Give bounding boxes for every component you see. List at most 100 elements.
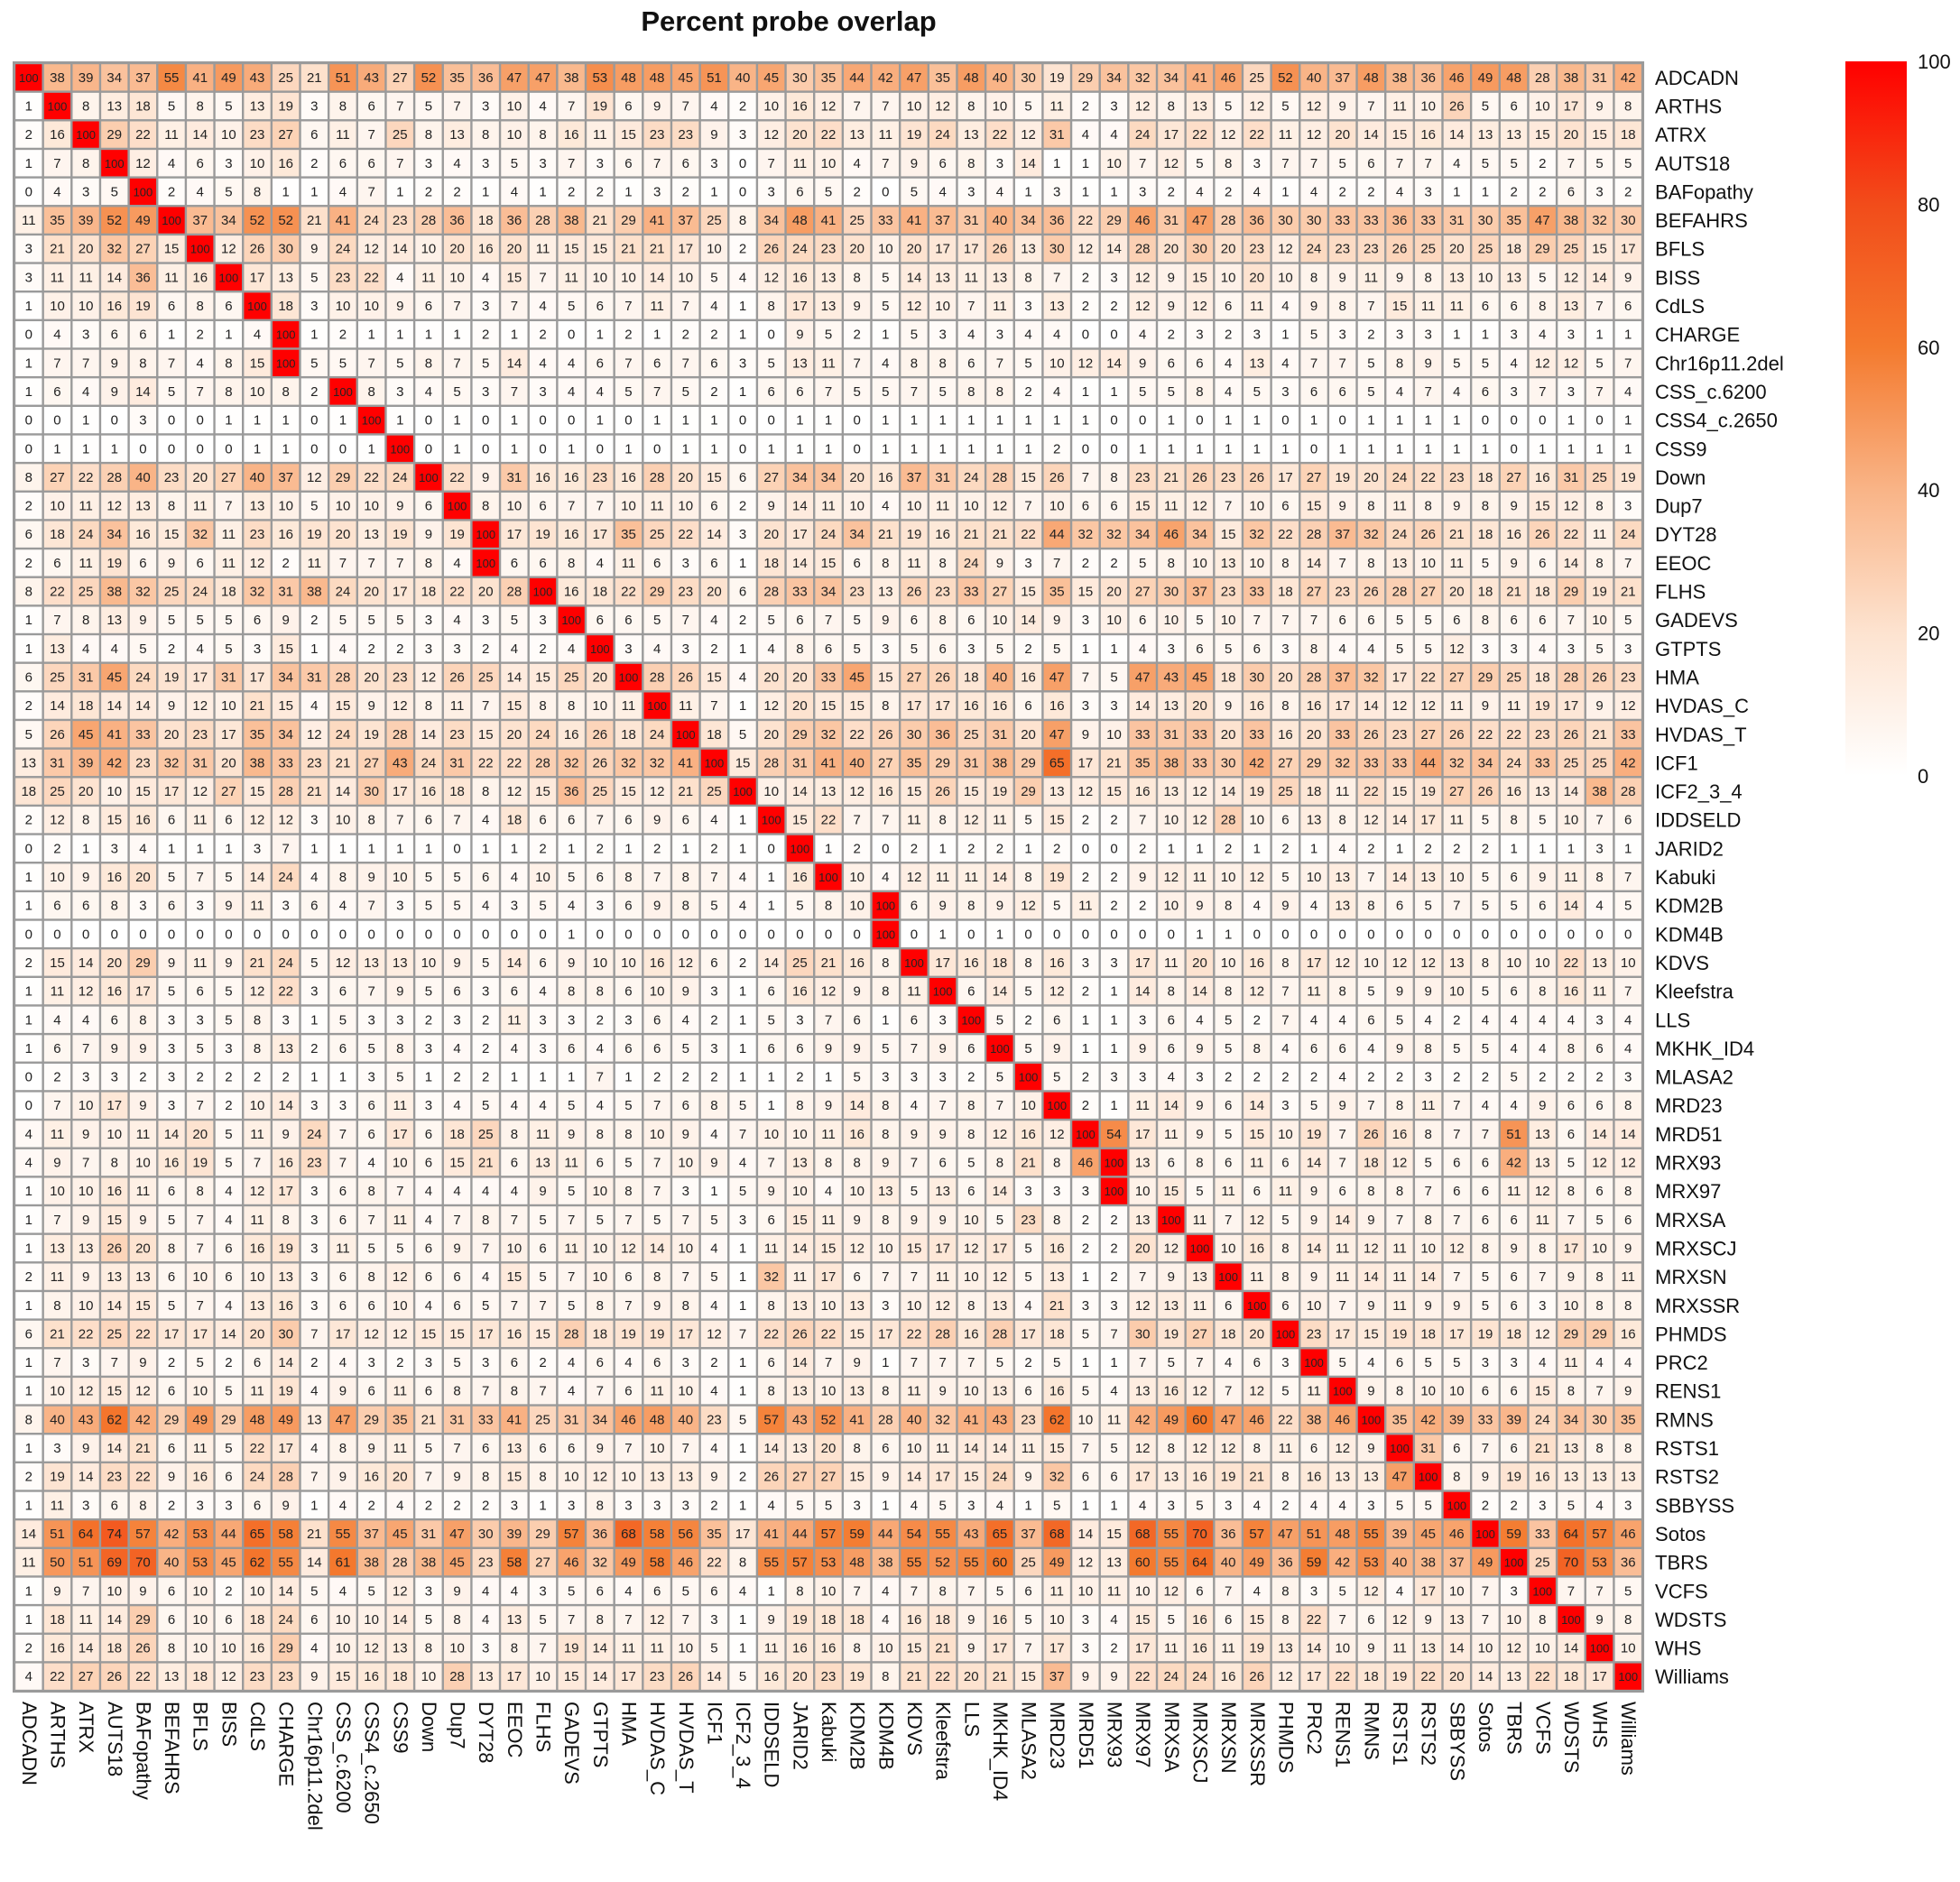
cell-value-label: 2 <box>25 698 32 714</box>
cell-value-label: 5 <box>1367 384 1374 400</box>
cell-value-label: 26 <box>1592 669 1607 685</box>
cell-value-label: 7 <box>911 1269 918 1285</box>
cell-value-label: 9 <box>682 984 689 1000</box>
cell-value-label: 3 <box>682 641 689 657</box>
cell-value-label: 4 <box>1139 641 1146 657</box>
cell-value-label: 7 <box>482 698 489 714</box>
cell-value-label: 8 <box>367 1269 374 1285</box>
cell-value-label: 21 <box>1449 527 1465 542</box>
heatmap-cell <box>244 235 271 263</box>
cell-value-label: 2 <box>1082 813 1089 828</box>
cell-value-label: 100 <box>990 1042 1010 1056</box>
cell-value-label: 14 <box>106 698 122 714</box>
heatmap-cell <box>901 292 928 319</box>
cell-value-label: 3 <box>768 184 775 199</box>
cell-value-label: 9 <box>938 899 946 914</box>
cell-value-label: 6 <box>1053 1012 1060 1028</box>
cell-value-label: 6 <box>1595 1041 1603 1056</box>
cell-value-label: 10 <box>1535 955 1550 971</box>
heatmap-cell <box>672 92 699 120</box>
cell-value-label: 0 <box>1425 927 1432 942</box>
cell-value-label: 10 <box>535 870 550 885</box>
cell-value-label: 1 <box>225 841 232 856</box>
heatmap-cell <box>15 150 42 177</box>
cell-value-label: 7 <box>339 556 347 571</box>
cell-value-label: 3 <box>339 1098 347 1113</box>
cell-value-label: 2 <box>25 499 32 514</box>
cell-value-label: 6 <box>453 1269 460 1285</box>
cell-value-label: 23 <box>164 470 180 485</box>
cell-value-label: 12 <box>250 556 265 571</box>
cell-value-label: 14 <box>792 556 808 571</box>
heatmap-cell <box>587 207 614 234</box>
cell-value-label: 4 <box>882 870 889 885</box>
heatmap-cell <box>1215 92 1242 120</box>
heatmap-cell <box>1129 292 1156 319</box>
cell-value-label: 0 <box>282 927 290 942</box>
cell-value-label: 5 <box>1110 669 1117 685</box>
cell-value-label: 1 <box>425 328 432 343</box>
heatmap-cell <box>443 92 471 120</box>
cell-value-label: 11 <box>193 499 208 514</box>
cell-value-label: 2 <box>1539 1070 1546 1085</box>
cell-value-label: 13 <box>1163 784 1179 799</box>
heatmap-cell <box>643 263 670 291</box>
cell-value-label: 19 <box>1335 470 1350 485</box>
heatmap-cell <box>1072 178 1099 206</box>
cell-value-label: 1 <box>425 1070 432 1085</box>
heatmap-cell <box>1043 263 1070 291</box>
cell-value-label: 4 <box>511 870 518 885</box>
cell-value-label: 4 <box>425 1213 432 1228</box>
cell-value-label: 9 <box>396 499 403 514</box>
cell-value-label: 100 <box>619 670 639 684</box>
cell-value-label: 15 <box>1592 242 1607 257</box>
cell-value-label: 10 <box>50 499 65 514</box>
cell-value-label: 32 <box>1449 755 1465 770</box>
heatmap-cell <box>1501 150 1528 177</box>
heatmap-cell <box>529 92 557 120</box>
cell-value-label: 4 <box>1482 1098 1489 1113</box>
cell-value-label: 12 <box>1221 127 1236 143</box>
cell-value-label: 1 <box>1310 841 1317 856</box>
cell-value-label: 4 <box>1310 1012 1317 1028</box>
heatmap-cell <box>501 92 528 120</box>
cell-value-label: 11 <box>536 242 550 257</box>
cell-value-label: 13 <box>849 127 864 143</box>
cell-value-label: 2 <box>568 184 575 199</box>
cell-value-label: 1 <box>682 413 689 429</box>
cell-value-label: 5 <box>1367 355 1374 371</box>
cell-value-label: 36 <box>478 70 494 86</box>
heatmap-cell <box>1415 150 1442 177</box>
cell-value-label: 2 <box>25 127 32 143</box>
cell-value-label: 19 <box>1307 1127 1322 1142</box>
cell-value-label: 24 <box>1621 527 1636 542</box>
cell-value-label: 27 <box>135 242 151 257</box>
cell-value-label: 5 <box>1482 1041 1489 1056</box>
cell-value-label: 4 <box>1024 328 1031 343</box>
cell-value-label: 9 <box>396 299 403 314</box>
cell-value-label: 9 <box>1396 1041 1403 1056</box>
cell-value-label: 42 <box>1621 755 1636 770</box>
cell-value-label: 12 <box>307 470 322 485</box>
heatmap-cell <box>187 207 214 234</box>
cell-value-label: 3 <box>1024 556 1031 571</box>
cell-value-label: 4 <box>1624 1012 1632 1028</box>
cell-value-label: 5 <box>1453 1041 1460 1056</box>
cell-value-label: 8 <box>539 127 546 143</box>
cell-value-label: 0 <box>768 841 775 856</box>
cell-value-label: 40 <box>993 70 1008 86</box>
cell-value-label: 18 <box>1364 1156 1379 1171</box>
heatmap-cell <box>15 263 42 291</box>
cell-value-label: 17 <box>592 527 607 542</box>
cell-value-label: 26 <box>1364 727 1379 743</box>
cell-value-label: 100 <box>1105 1185 1124 1198</box>
cell-value-label: 12 <box>1307 98 1322 114</box>
cell-value-label: 1 <box>938 441 946 457</box>
heatmap-cell <box>815 207 842 234</box>
cell-value-label: 5 <box>482 955 489 971</box>
heatmap-cell <box>1300 150 1327 177</box>
cell-value-label: 1 <box>938 413 946 429</box>
cell-value-label: 5 <box>710 1269 717 1285</box>
cell-value-label: 7 <box>653 1184 661 1199</box>
cell-value-label: 24 <box>535 727 550 743</box>
